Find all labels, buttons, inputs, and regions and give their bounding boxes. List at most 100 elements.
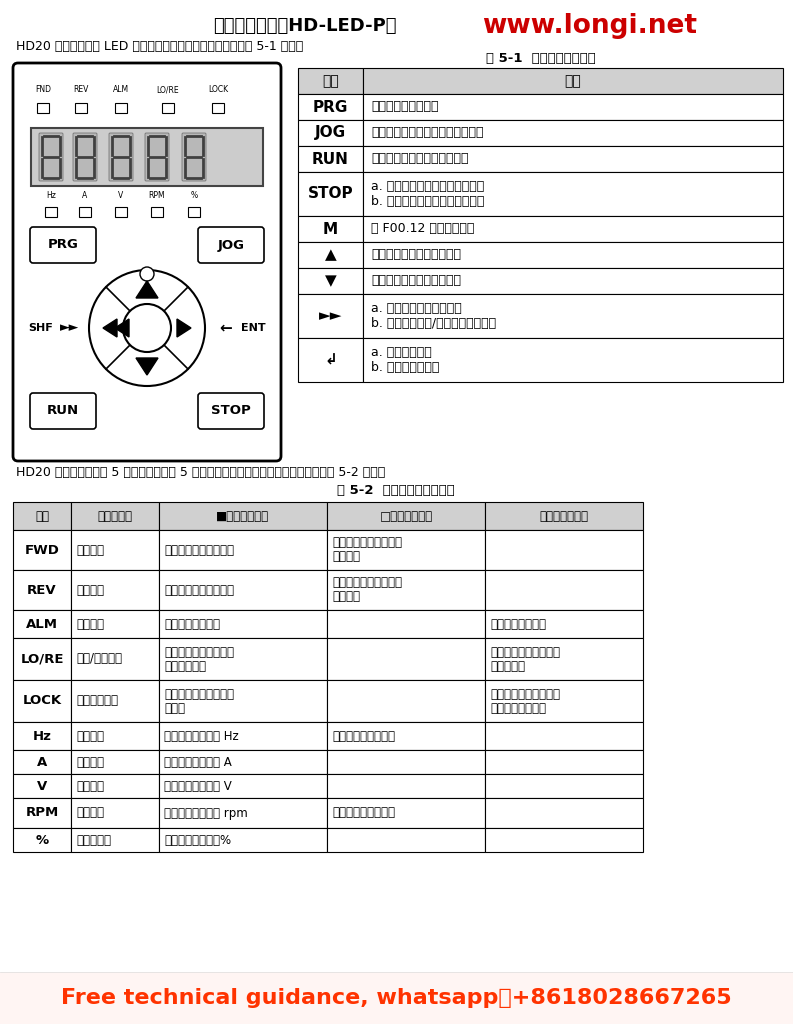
- Text: www.longi.net: www.longi.net: [482, 13, 698, 39]
- Bar: [363, 172, 783, 216]
- Text: 码或处于解锁状态: 码或处于解锁状态: [490, 701, 546, 715]
- Bar: [71, 750, 159, 774]
- Circle shape: [123, 304, 171, 352]
- Bar: [13, 638, 71, 680]
- Text: 板控制模式: 板控制模式: [490, 659, 525, 673]
- Text: a. 进入下级菜单: a. 进入下级菜单: [371, 346, 431, 359]
- Text: 当前变频器没有用户密: 当前变频器没有用户密: [490, 687, 560, 700]
- Bar: [13, 570, 71, 610]
- Bar: [363, 94, 783, 120]
- FancyBboxPatch shape: [39, 133, 63, 181]
- Polygon shape: [103, 319, 117, 337]
- FancyBboxPatch shape: [30, 393, 96, 429]
- FancyBboxPatch shape: [198, 227, 264, 263]
- FancyBboxPatch shape: [182, 133, 206, 181]
- Text: REV: REV: [73, 85, 89, 94]
- Text: 当前变频器有故障: 当前变频器有故障: [164, 617, 220, 631]
- Bar: [151, 207, 163, 217]
- Bar: [327, 680, 485, 722]
- Bar: [298, 216, 363, 242]
- Text: 功能: 功能: [565, 74, 581, 88]
- Text: FWD: FWD: [25, 544, 59, 556]
- Bar: [37, 103, 49, 113]
- Circle shape: [140, 267, 154, 281]
- Bar: [298, 242, 363, 268]
- Text: 标识: 标识: [35, 510, 49, 522]
- Text: 进入、退出编程按键: 进入、退出编程按键: [371, 100, 439, 114]
- Bar: [298, 338, 363, 382]
- Text: HD20 标配带电位计 LED 操作面板，操作面板按键及功能如表 5-1 所示。: HD20 标配带电位计 LED 操作面板，操作面板按键及功能如表 5-1 所示。: [16, 41, 303, 53]
- Bar: [115, 207, 127, 217]
- Text: PRG: PRG: [48, 239, 79, 252]
- Bar: [485, 530, 643, 570]
- Bar: [159, 774, 327, 798]
- Bar: [79, 207, 91, 217]
- Text: 按键: 按键: [322, 74, 339, 88]
- FancyBboxPatch shape: [73, 133, 97, 181]
- Bar: [13, 828, 71, 852]
- Bar: [71, 828, 159, 852]
- Bar: [13, 798, 71, 828]
- Text: V: V: [37, 779, 47, 793]
- Bar: [363, 146, 783, 172]
- Text: 操作面板控制时，起动变频器: 操作面板控制时，起动变频器: [371, 153, 469, 166]
- Bar: [71, 610, 159, 638]
- FancyBboxPatch shape: [198, 393, 264, 429]
- Bar: [327, 774, 485, 798]
- Text: ▲: ▲: [324, 248, 336, 262]
- Text: 由 F00.12 设定具体功能: 由 F00.12 设定具体功能: [371, 222, 474, 236]
- Text: 当前参数的单位为 V: 当前参数的单位为 V: [164, 779, 232, 793]
- FancyBboxPatch shape: [109, 133, 133, 181]
- FancyBboxPatch shape: [30, 227, 96, 263]
- Bar: [327, 570, 485, 610]
- Bar: [159, 638, 327, 680]
- Bar: [298, 294, 363, 338]
- Text: b. 循环切换停机/运行显示状态参数: b. 循环切换停机/运行显示状态参数: [371, 317, 496, 330]
- Bar: [159, 502, 327, 530]
- Bar: [363, 242, 783, 268]
- Text: Free technical guidance, whatsapp：+8618028667265: Free technical guidance, whatsapp：+86180…: [61, 988, 731, 1008]
- Text: M: M: [137, 318, 157, 338]
- Bar: [31, 128, 263, 186]
- Bar: [363, 294, 783, 338]
- Bar: [13, 610, 71, 638]
- Text: a. 选择设定数据的修改位: a. 选择设定数据的修改位: [371, 302, 462, 315]
- Bar: [115, 103, 127, 113]
- Text: 面板控制模式: 面板控制模式: [164, 659, 206, 673]
- Text: ■（常亮）说明: ■（常亮）说明: [216, 510, 270, 522]
- Text: 当前变频器处于非操作: 当前变频器处于非操作: [164, 645, 234, 658]
- Text: ALM: ALM: [113, 85, 129, 94]
- Bar: [13, 680, 71, 722]
- Text: FND: FND: [35, 85, 51, 94]
- Bar: [327, 798, 485, 828]
- Text: SHF: SHF: [28, 323, 53, 333]
- Text: LO/RE: LO/RE: [157, 85, 179, 94]
- Bar: [71, 722, 159, 750]
- Bar: [363, 268, 783, 294]
- Text: %: %: [36, 834, 48, 847]
- Bar: [298, 268, 363, 294]
- Text: b. 检出故障时，为故障复位按键: b. 检出故障时，为故障复位按键: [371, 195, 485, 208]
- Text: 当前参数的单位为 rpm: 当前参数的单位为 rpm: [164, 807, 247, 819]
- Text: M: M: [323, 221, 338, 237]
- Text: PRG: PRG: [312, 99, 348, 115]
- Bar: [71, 774, 159, 798]
- Text: LO/RE: LO/RE: [21, 652, 63, 666]
- Text: %: %: [190, 191, 197, 201]
- Text: 当前参数的单位为 A: 当前参数的单位为 A: [164, 756, 232, 768]
- Text: ▼: ▼: [324, 273, 336, 289]
- Text: 定生效: 定生效: [164, 701, 185, 715]
- Text: 当前参数为运行转速: 当前参数为运行转速: [332, 807, 395, 819]
- FancyBboxPatch shape: [145, 133, 169, 181]
- Text: 下次起动时的运转方向: 下次起动时的运转方向: [332, 577, 402, 590]
- Bar: [327, 502, 485, 530]
- Bar: [159, 530, 327, 570]
- Bar: [162, 103, 174, 113]
- Text: ►►: ►►: [60, 322, 79, 335]
- Text: RUN: RUN: [312, 152, 349, 167]
- Bar: [363, 216, 783, 242]
- Bar: [485, 774, 643, 798]
- Polygon shape: [136, 358, 158, 375]
- Bar: [485, 722, 643, 750]
- Bar: [327, 750, 485, 774]
